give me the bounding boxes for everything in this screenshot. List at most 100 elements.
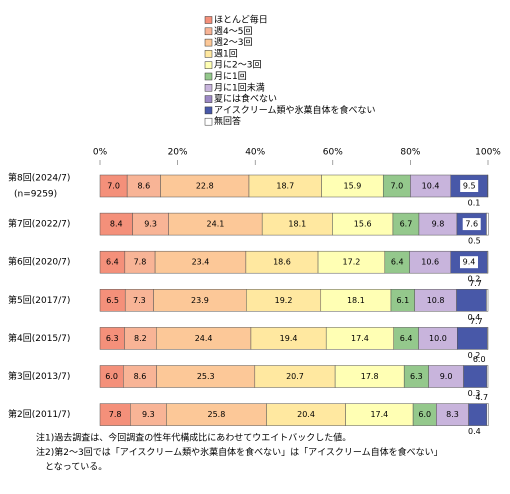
- legend-label: 月に1回未満: [214, 81, 265, 93]
- legend-label: 週2～3回: [214, 37, 252, 48]
- value-label: 8.4: [110, 220, 123, 229]
- bar-segment: [469, 404, 487, 426]
- value-label: 8.2: [134, 334, 147, 343]
- value-label: 22.8: [196, 182, 214, 191]
- value-label: 6.0: [105, 372, 118, 381]
- sample-size: (n=9259): [14, 190, 57, 200]
- legend-label: 週4～5回: [214, 26, 252, 37]
- value-label: 6.4: [106, 258, 119, 267]
- legend-swatch: [205, 39, 212, 46]
- legend-swatch: [205, 62, 212, 69]
- value-label: 0.4: [468, 427, 481, 436]
- value-label: 15.9: [343, 182, 361, 191]
- value-label: 23.4: [192, 258, 210, 267]
- x-tick-label: 0%: [93, 148, 108, 158]
- value-label: 9.8: [432, 220, 445, 229]
- value-label: 10.8: [427, 296, 445, 305]
- value-label: 18.6: [273, 258, 291, 267]
- category-label: 第8回(2024/7): [8, 172, 70, 184]
- value-label: 0.1: [468, 199, 481, 208]
- value-label: 6.5: [106, 296, 119, 305]
- value-label: 15.6: [354, 220, 372, 229]
- value-label: 6.3: [106, 334, 119, 343]
- bar-segment: [487, 366, 488, 388]
- legend-swatch: [205, 96, 212, 103]
- x-tick-label: 80%: [400, 148, 420, 158]
- legend-label: 無回答: [214, 115, 241, 127]
- value-label: 4.7: [475, 393, 488, 402]
- legend-label: 月に2～3回: [214, 60, 261, 71]
- value-label: 9.3: [144, 220, 157, 229]
- value-label: 9.0: [440, 372, 453, 381]
- bar-segment: [457, 327, 487, 349]
- footnote: となっている。: [36, 462, 107, 473]
- value-label: 23.9: [191, 296, 209, 305]
- value-label: 10.4: [422, 182, 440, 191]
- category-label: 第5回(2017/7): [8, 294, 70, 306]
- value-label: 7.7: [470, 317, 483, 326]
- category-label: 第2回(2011/7): [8, 408, 70, 420]
- value-label: 7.0: [107, 182, 120, 191]
- value-label: 18.7: [276, 182, 294, 191]
- value-label: 17.8: [361, 372, 379, 381]
- value-label: 18.1: [288, 220, 306, 229]
- bar-segment: [487, 251, 488, 273]
- footnote: 注2)第2～3回では「アイスクリーム類や氷菓自体を食べない」は「アイスクリーム自…: [36, 446, 443, 458]
- value-label: 20.4: [297, 410, 315, 419]
- category-label: 第7回(2022/7): [8, 218, 70, 230]
- value-label: 7.3: [133, 296, 146, 305]
- value-label: 18.1: [347, 296, 365, 305]
- value-label: 6.0: [418, 410, 431, 419]
- legend-swatch: [205, 73, 212, 80]
- legend-swatch: [205, 28, 212, 35]
- value-label: 9.4: [463, 258, 476, 267]
- value-label: 25.8: [207, 410, 225, 419]
- bar-segment: [487, 404, 489, 426]
- legend-label: アイスクリーム類や氷菓自体を食べない: [214, 104, 375, 116]
- value-label: 6.7: [400, 220, 413, 229]
- value-label: 10.0: [429, 334, 447, 343]
- category-label: 第3回(2013/7): [8, 370, 70, 382]
- bar-segment: [487, 327, 488, 349]
- bar-segment: [486, 213, 488, 235]
- legend-label: 週1回: [214, 48, 238, 59]
- value-label: 6.4: [391, 258, 404, 267]
- legend-label: ほとんど毎日: [214, 14, 268, 26]
- legend-swatch: [205, 84, 212, 91]
- value-label: 10.6: [421, 258, 439, 267]
- category-label: 第4回(2015/7): [8, 332, 70, 344]
- value-label: 25.3: [197, 372, 215, 381]
- x-tick-label: 60%: [323, 148, 343, 158]
- value-label: 9.5: [463, 182, 476, 191]
- x-tick-label: 40%: [245, 148, 265, 158]
- value-label: 24.4: [195, 334, 213, 343]
- value-label: 8.6: [134, 372, 147, 381]
- value-label: 7.6: [465, 220, 478, 229]
- bar-segment: [486, 289, 488, 311]
- value-label: 17.4: [351, 334, 369, 343]
- value-label: 6.4: [400, 334, 413, 343]
- value-label: 17.4: [370, 410, 388, 419]
- value-label: 9.3: [142, 410, 155, 419]
- value-label: 24.1: [207, 220, 225, 229]
- bar-segment: [457, 289, 487, 311]
- value-label: 7.0: [390, 182, 403, 191]
- legend-label: 夏には食べない: [214, 93, 277, 105]
- legend-swatch: [205, 118, 212, 125]
- value-label: 7.8: [109, 410, 122, 419]
- value-label: 17.2: [343, 258, 361, 267]
- value-label: 0.5: [468, 237, 481, 246]
- value-label: 19.4: [280, 334, 298, 343]
- legend-swatch: [205, 17, 212, 24]
- value-label: 7.7: [469, 279, 482, 288]
- value-label: 19.2: [275, 296, 293, 305]
- x-tick-label: 20%: [168, 148, 188, 158]
- legend-swatch: [205, 50, 212, 57]
- value-label: 8.6: [137, 182, 150, 191]
- value-label: 7.8: [134, 258, 147, 267]
- legend-swatch: [205, 107, 212, 114]
- legend-label: 月に1回: [214, 71, 247, 82]
- category-label: 第6回(2020/7): [8, 256, 70, 268]
- value-label: 8.3: [446, 410, 459, 419]
